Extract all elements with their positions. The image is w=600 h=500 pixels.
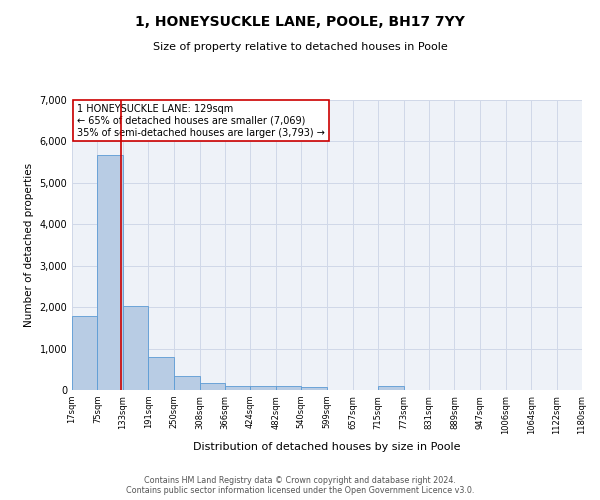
Bar [276, 386, 301, 390]
Bar [200, 383, 225, 390]
Bar [301, 387, 327, 390]
Bar [148, 357, 174, 390]
Bar [174, 376, 200, 390]
Text: Contains HM Land Registry data © Crown copyright and database right 2024.
Contai: Contains HM Land Registry data © Crown c… [126, 476, 474, 495]
Bar [225, 386, 250, 390]
Bar [72, 316, 97, 390]
Text: 1 HONEYSUCKLE LANE: 129sqm
← 65% of detached houses are smaller (7,069)
35% of s: 1 HONEYSUCKLE LANE: 129sqm ← 65% of deta… [77, 104, 325, 138]
X-axis label: Distribution of detached houses by size in Poole: Distribution of detached houses by size … [193, 442, 461, 452]
Text: 1, HONEYSUCKLE LANE, POOLE, BH17 7YY: 1, HONEYSUCKLE LANE, POOLE, BH17 7YY [135, 15, 465, 29]
Y-axis label: Number of detached properties: Number of detached properties [24, 163, 34, 327]
Text: Size of property relative to detached houses in Poole: Size of property relative to detached ho… [152, 42, 448, 52]
Bar [378, 386, 404, 390]
Bar [123, 306, 148, 390]
Bar [250, 386, 276, 390]
Bar [97, 154, 123, 390]
